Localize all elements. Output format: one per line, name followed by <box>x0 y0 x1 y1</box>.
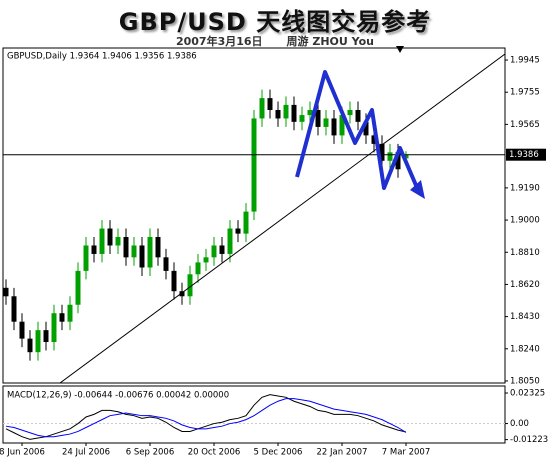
candle-body <box>315 109 321 127</box>
x-tick-label: 5 Dec 2006 <box>254 448 303 458</box>
candle-body <box>275 109 281 119</box>
current-price-box <box>506 148 546 161</box>
candle-body <box>43 330 49 343</box>
candle-body <box>99 228 105 254</box>
candle-body <box>163 257 169 271</box>
candle-body <box>83 245 89 271</box>
candle-body <box>283 104 289 119</box>
candle-body <box>291 104 297 122</box>
candle-body <box>59 313 65 322</box>
candle-body <box>75 270 81 305</box>
macd-y-tick-label: -0.01223 <box>510 435 548 445</box>
candle-body <box>387 152 393 161</box>
candle-body <box>147 237 153 268</box>
y-tick-label: 1.8240 <box>510 344 540 354</box>
arrow-head <box>410 180 425 199</box>
candle-body <box>203 257 209 263</box>
macd-line <box>5 394 407 440</box>
chart-title: GBP/USD 天线图交易参考 <box>118 8 432 36</box>
x-tick-label: 6 Sep 2006 <box>126 448 174 458</box>
candle-body <box>331 118 337 136</box>
y-tick-label: 1.9945 <box>510 56 540 66</box>
candle-body <box>243 211 249 234</box>
candle-body <box>227 228 233 254</box>
candle-body <box>155 237 161 258</box>
candle-body <box>371 135 377 144</box>
candle-body <box>195 262 201 275</box>
y-tick-label: 1.9000 <box>510 216 540 226</box>
candle-body <box>363 121 369 136</box>
candle-body <box>323 118 329 127</box>
candle-body <box>67 304 73 322</box>
drawn-zigzag <box>295 70 420 191</box>
candle-body <box>27 338 33 353</box>
x-tick-label: 7 Mar 2007 <box>382 448 430 458</box>
x-tick-label: 20 Oct 2006 <box>188 448 241 458</box>
candle-body <box>123 237 129 258</box>
candle-body <box>403 154 409 159</box>
candle-body <box>219 245 225 254</box>
macd-panel <box>2 385 506 444</box>
candle-body <box>19 321 25 339</box>
candle-body <box>139 245 145 268</box>
shift-marker <box>396 46 404 53</box>
candle-body <box>347 109 353 116</box>
x-tick-label: 22 Jan 2007 <box>317 448 368 458</box>
candle-body <box>179 291 185 297</box>
candle-body <box>171 270 177 292</box>
candle-body <box>11 296 17 322</box>
y-tick-label: 1.8810 <box>510 248 540 258</box>
candle-body <box>251 118 257 212</box>
y-tick-label: 1.9565 <box>510 120 540 130</box>
candle-body <box>131 245 137 258</box>
y-tick-label: 1.9755 <box>510 88 540 98</box>
candle-body <box>235 228 241 234</box>
macd-y-tick-label: 0.02325 <box>510 389 545 399</box>
candle-body <box>355 109 361 122</box>
candle-body <box>339 115 345 136</box>
candle-body <box>91 245 97 254</box>
y-tick-label: 1.8050 <box>510 376 540 386</box>
subtitle-author: 周游 ZHOU You <box>286 35 375 48</box>
x-tick-label: 24 Jul 2006 <box>62 448 110 458</box>
candle-body <box>3 287 9 297</box>
macd-header: MACD(12,26,9) -0.00644 -0.00676 0.00042 … <box>7 391 229 401</box>
subtitle: 2007年3月16日 周游 ZHOU You <box>0 33 550 49</box>
candle-body <box>35 330 41 353</box>
candle-body <box>115 237 121 246</box>
macd-y-tick-label: 0.00 <box>510 419 529 429</box>
candle-body <box>307 109 313 116</box>
trend-line <box>59 53 505 383</box>
candle-body <box>299 115 305 122</box>
x-tick-label: 8 Jun 2006 <box>0 448 45 458</box>
candle-body <box>259 98 265 119</box>
candle-body <box>379 143 385 161</box>
candle-body <box>211 245 217 258</box>
candle-body <box>107 228 113 246</box>
y-tick-label: 1.8620 <box>510 280 540 290</box>
candle-body <box>395 152 401 170</box>
macd-line <box>5 398 407 438</box>
subtitle-date: 2007年3月16日 <box>175 35 263 48</box>
annotations <box>59 53 505 383</box>
price-header: GBPUSD,Daily 1.9364 1.9406 1.9356 1.9386 <box>7 52 197 62</box>
y-tick-label: 1.9190 <box>510 183 540 193</box>
candle-body <box>51 313 57 343</box>
y-tick-label: 1.8430 <box>510 312 540 322</box>
candle-body <box>267 98 273 110</box>
candle-body <box>187 274 193 297</box>
current-price-label: 1.9386 <box>509 150 539 160</box>
